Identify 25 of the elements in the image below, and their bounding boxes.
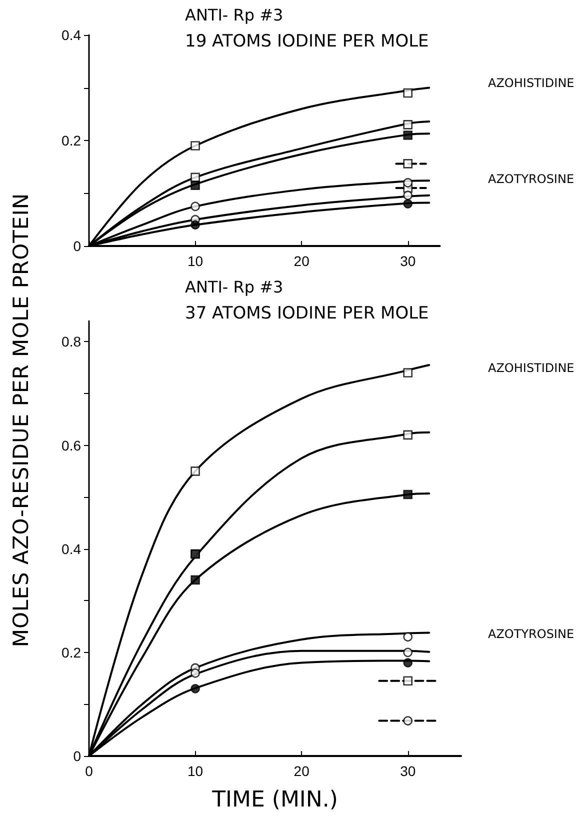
text: AZOTYROSINE — [488, 172, 574, 186]
x-tick-label: 30 — [400, 763, 416, 779]
y-tick-label: 0.2 — [62, 644, 82, 660]
x-tick-label: 10 — [187, 763, 204, 779]
x-axis-title: TIME (MIN.) — [211, 788, 338, 812]
y-tick-label: 0.4 — [62, 27, 82, 43]
y-tick-label: 0 — [73, 238, 82, 254]
text: AZOTYROSINE — [488, 627, 574, 641]
chart-subtitle: 37 ATOMS IODINE PER MOLE — [185, 304, 429, 324]
x-tick-label: 20 — [294, 253, 310, 269]
y-axis-title: MOLES AZO-RESIDUE PER MOLE PROTEIN — [9, 192, 33, 648]
chart-title: ANTI- Rp #3 — [185, 6, 284, 24]
y-tick-label: 0.4 — [62, 540, 82, 557]
x-tick-label: 10 — [187, 253, 204, 269]
text: AZOHISTIDINE — [488, 361, 574, 375]
chart-subtitle: 19 ATOMS IODINE PER MOLE — [185, 32, 429, 52]
text: AZOHISTIDINE — [488, 76, 574, 90]
y-tick-label: 0.6 — [62, 437, 82, 454]
x-tick-label: 30 — [400, 253, 416, 269]
y-tick-label: 0.8 — [62, 334, 82, 350]
x-tick-label: 20 — [294, 763, 310, 779]
chart-title: ANTI- Rp #3 — [185, 278, 284, 296]
y-tick-label: 0.2 — [62, 132, 82, 148]
x-tick-label: 0 — [85, 763, 94, 779]
y-tick-label: 0 — [73, 748, 82, 764]
